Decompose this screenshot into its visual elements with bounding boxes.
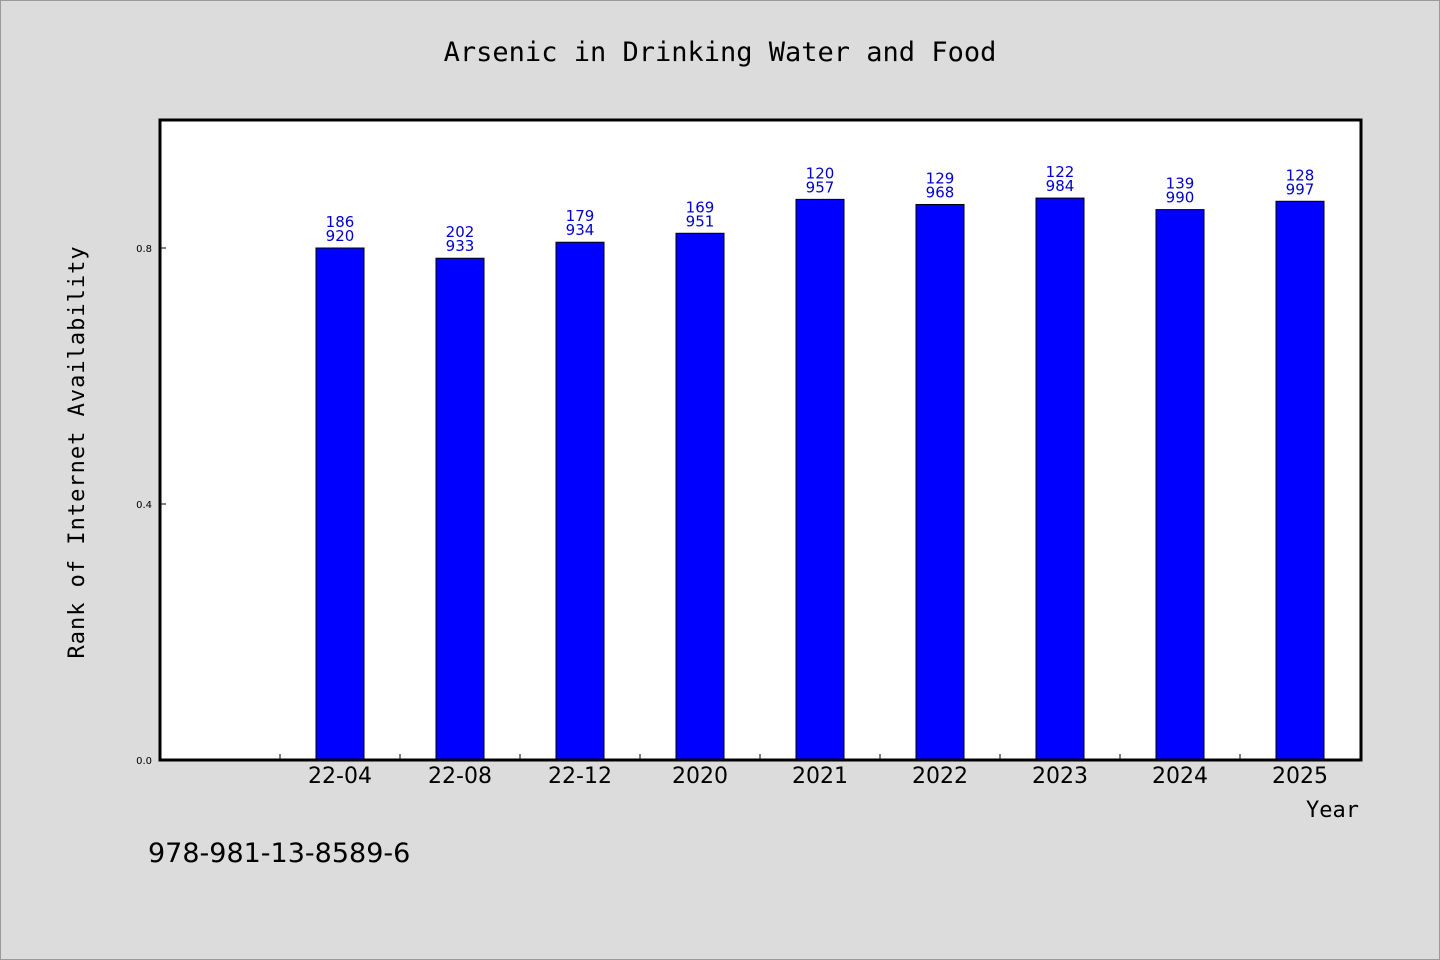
data-label-top: 186 xyxy=(326,213,355,231)
data-label-bottom: 984 xyxy=(1046,177,1075,195)
data-label-top: 139 xyxy=(1166,175,1195,193)
data-label-top: 202 xyxy=(446,223,475,241)
bars-group xyxy=(315,197,1325,761)
data-label-bottom: 951 xyxy=(686,212,715,230)
data-label-top: 122 xyxy=(1046,163,1075,181)
data-label-top: 129 xyxy=(926,169,955,187)
x-tick-label: 22-08 xyxy=(428,764,492,789)
data-label-bottom: 933 xyxy=(446,237,475,255)
bar-2024 xyxy=(1155,209,1205,761)
x-tick-label: 2023 xyxy=(1032,764,1088,789)
footer-isbn: 978-981-13-8589-6 xyxy=(148,838,410,869)
x-tick-label: 2021 xyxy=(792,764,848,789)
y-tick-label: 0.8 xyxy=(136,244,152,255)
x-tick-label: 22-04 xyxy=(308,764,372,789)
data-label-top: 128 xyxy=(1286,166,1315,184)
bar-22-12 xyxy=(555,241,605,761)
x-tick-label: 2022 xyxy=(912,764,968,789)
plot-border xyxy=(158,118,1363,762)
data-label-top: 120 xyxy=(806,164,835,182)
data-label-bottom: 934 xyxy=(566,221,595,239)
y-tick-label: 0.0 xyxy=(136,756,152,767)
x-tick-label: 2024 xyxy=(1152,764,1208,789)
data-label-bottom: 997 xyxy=(1286,180,1315,198)
x-tick-label: 2020 xyxy=(672,764,728,789)
y-axis-label: Rank of Internet Availability xyxy=(65,245,90,658)
data-label-bottom: 968 xyxy=(926,183,955,201)
bar-2022 xyxy=(915,203,965,761)
x-tick-label: 2025 xyxy=(1272,764,1328,789)
bar-2025 xyxy=(1275,200,1325,761)
data-label-top: 169 xyxy=(686,198,715,216)
chart-title: Arsenic in Drinking Water and Food xyxy=(444,37,997,68)
y-tick-label: 0.4 xyxy=(136,500,152,511)
data-label-bottom: 957 xyxy=(806,178,835,196)
data-label-top: 179 xyxy=(566,207,595,225)
bar-2023 xyxy=(1035,197,1085,761)
data-label-bottom: 990 xyxy=(1166,189,1195,207)
bar-22-08 xyxy=(435,257,485,761)
ticks-group: 22-04 22-08 22-12 2020 2021 2022 2023 2024 2025 0… xyxy=(136,244,1361,789)
bar-2020 xyxy=(675,232,725,761)
bar-22-04 xyxy=(315,247,365,761)
x-tick-label: 22-12 xyxy=(548,764,612,789)
bar-2021 xyxy=(795,198,845,761)
x-axis-label: Year xyxy=(1306,798,1359,823)
data-label-bottom: 920 xyxy=(326,227,355,245)
